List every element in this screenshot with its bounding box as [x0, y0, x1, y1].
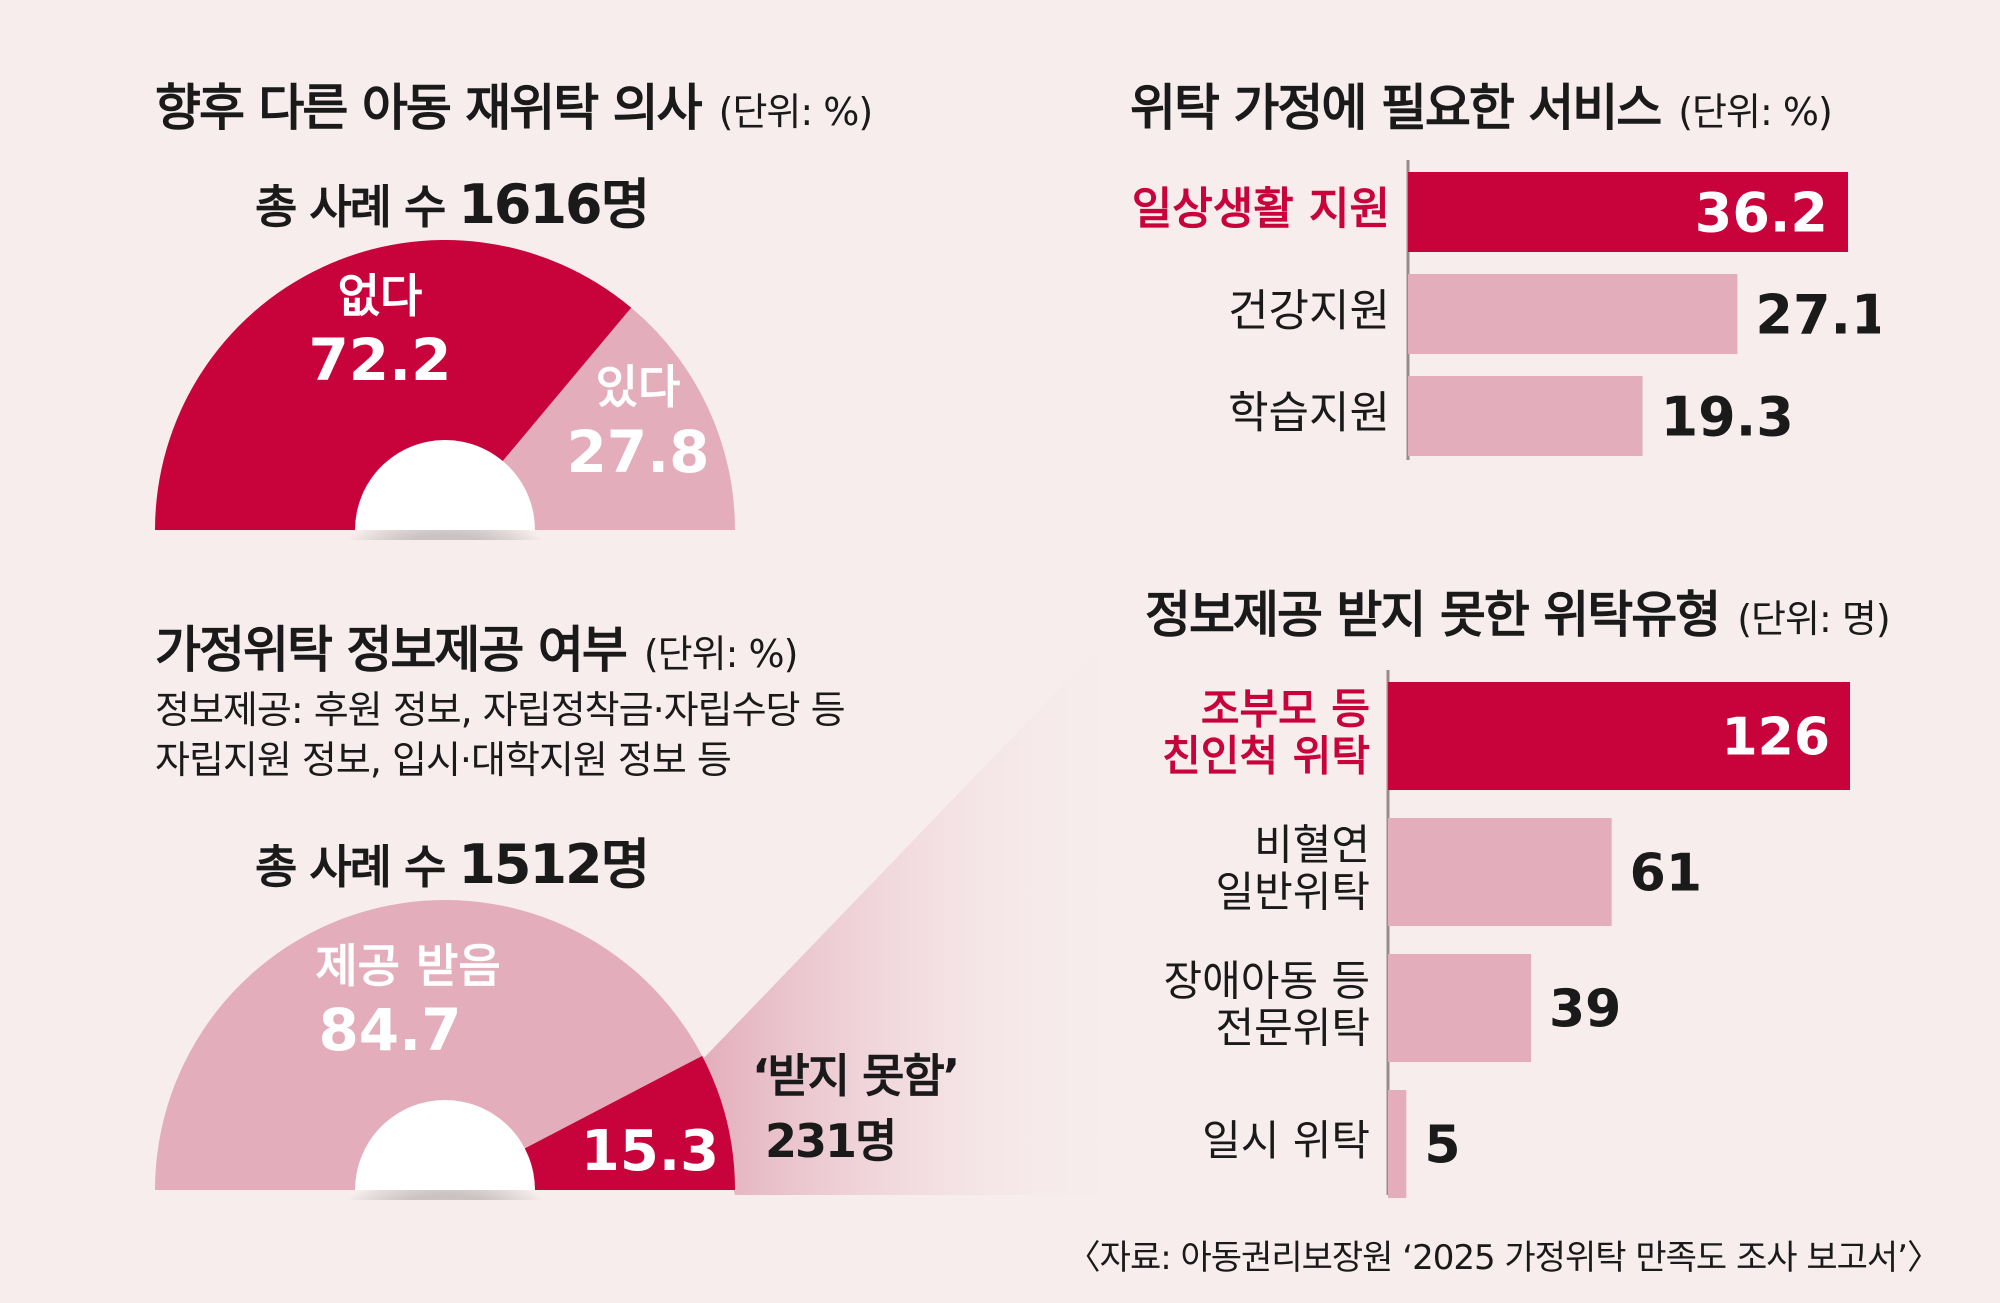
chart2-bar-chart: 36.2 일상생활 지원 27.1 건강지원 19.3 학습지원	[1132, 160, 1880, 460]
chart3-callout-label: ‘받지 못함’	[752, 1049, 960, 1103]
chart2-bar-2	[1408, 274, 1738, 354]
chart3-slice-1	[155, 900, 703, 1190]
chart4-category-label: 장애아동 등	[1163, 956, 1370, 1005]
chart4-category-label: 일시 위탁	[1202, 1116, 1370, 1165]
chart1-slice2-value: 27.8	[566, 418, 709, 486]
chart4-bar-1	[1388, 682, 1850, 790]
chart3-title: 가정위탁 정보제공 여부 (단위: %)	[155, 610, 799, 682]
chart2-category-label: 건강지원	[1228, 285, 1390, 336]
chart1-slice-1	[155, 240, 632, 530]
chart1-hole	[355, 440, 535, 530]
chart1-title-text: 향후 다른 아동 재위탁 의사	[155, 79, 703, 137]
chart4-bar-3	[1388, 954, 1531, 1062]
chart3-hole	[355, 1100, 535, 1190]
chart4-bar-2	[1388, 818, 1612, 926]
chart4-category-label: 일반위탁	[1215, 867, 1370, 916]
chart1-total-label: 총 사례 수	[255, 180, 446, 234]
chart2-title-text: 위탁 가정에 필요한 서비스	[1130, 79, 1662, 137]
chart4-unit: (단위: 명)	[1737, 597, 1890, 641]
chart1-half-donut: 없다 72.2 있다 27.8	[155, 240, 735, 540]
chart2-value-label: 27.1	[1755, 283, 1880, 346]
chart4-value-label: 61	[1630, 844, 1702, 904]
chart2-unit: (단위: %)	[1678, 90, 1833, 134]
chart4-category-label: 조부모 등	[1201, 684, 1370, 733]
source-note: 〈자료: 아동권리보장원 ‘2025 가정위탁 만족도 조사 보고서’〉	[1066, 1238, 1941, 1278]
chart2-value-label: 36.2	[1695, 181, 1828, 244]
zoom-wedge-shape	[700, 610, 1135, 1195]
chart1-slice1-label: 없다	[338, 269, 423, 323]
chart2-value-label: 19.3	[1661, 385, 1794, 448]
chart2-bar-3	[1408, 376, 1643, 456]
chart3-slice2-value: 15.3	[581, 1119, 719, 1184]
chart3-title-text: 가정위탁 정보제공 여부	[155, 621, 628, 679]
chart1-slice2-label: 있다	[596, 360, 681, 414]
chart3-half-donut: 제공 받음 84.7 15.3	[155, 900, 735, 1200]
chart3-total-label: 총 사례 수	[255, 840, 446, 894]
chart1-slice1-value: 72.2	[308, 326, 451, 394]
chart4-title-text: 정보제공 받지 못한 위탁유형	[1145, 586, 1721, 644]
chart3-slice1-label: 제공 받음	[315, 939, 500, 993]
chart1-unit: (단위: %)	[718, 90, 874, 134]
chart3-slice1-value: 84.7	[318, 996, 461, 1064]
chart4-category-label: 비혈연	[1254, 820, 1370, 869]
chart3-note-line1: 정보제공: 후원 정보, 자립정착금·자립수당 등	[155, 688, 846, 732]
chart3-note-line2: 자립지원 정보, 입시·대학지원 정보 등	[155, 738, 732, 782]
chart2-bar-1	[1408, 172, 1848, 252]
chart4-value-label: 5	[1424, 1116, 1460, 1176]
chart4-value-label: 126	[1721, 708, 1830, 768]
chart4-bar-4	[1388, 1090, 1407, 1198]
chart2-category-label: 일상생활 지원	[1132, 183, 1390, 234]
chart2-category-label: 학습지원	[1228, 387, 1390, 438]
chart1-total: 총 사례 수 1616명	[255, 160, 650, 239]
chart4-title: 정보제공 받지 못한 위탁유형 (단위: 명)	[1145, 575, 1891, 647]
chart1-total-value: 1616명	[458, 173, 650, 236]
chart3-total: 총 사례 수 1512명	[255, 820, 650, 899]
chart3-unit: (단위: %)	[643, 632, 799, 676]
chart4-category-label: 친인척 위탁	[1162, 731, 1370, 780]
chart2-title: 위탁 가정에 필요한 서비스 (단위: %)	[1130, 68, 1833, 140]
chart4-category-label: 전문위탁	[1215, 1003, 1370, 1052]
chart3-total-value: 1512명	[458, 833, 650, 896]
chart4-value-label: 39	[1549, 980, 1621, 1040]
chart3-callout-value: 231명	[765, 1114, 897, 1168]
chart1-title: 향후 다른 아동 재위탁 의사 (단위: %)	[155, 68, 874, 140]
chart3-note: 정보제공: 후원 정보, 자립정착금·자립수당 등 자립지원 정보, 입시·대학…	[155, 685, 846, 785]
